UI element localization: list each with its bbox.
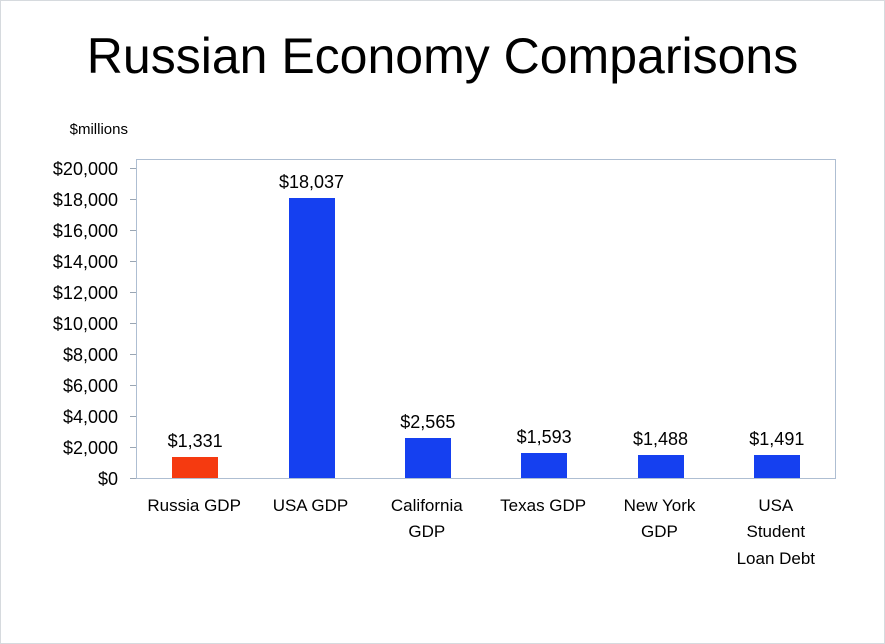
y-axis-tick-mark: [130, 323, 136, 324]
bar-usa-gdp: [288, 198, 335, 478]
y-axis-tick-label: $20,000: [52, 159, 118, 179]
y-axis-tick-label: $18,000: [52, 190, 118, 210]
y-axis-tick-label: $16,000: [52, 221, 118, 241]
y-axis: $0 $2,000 $4,000 $6,000 $8,000 $10,000 $12,000…: [1, 159, 128, 489]
bar-usa-student-loan-debt: [753, 454, 800, 478]
bar-value-label: $1,593: [516, 427, 572, 448]
y-axis-tick-mark: [130, 447, 136, 448]
x-axis: Russia GDP USA GDP California GDP Texas GDP…: [136, 493, 836, 572]
y-axis-tick-mark: [130, 354, 136, 355]
y-axis-tick-label: $2,000: [62, 438, 118, 458]
y-axis-tick-label: $14,000: [52, 252, 118, 272]
bar-value-label: $1,488: [632, 428, 689, 449]
x-axis-category-label: New York GDP: [623, 496, 696, 542]
bar-value-label: $1,491: [749, 428, 805, 449]
bar-texas-gdp: [521, 453, 568, 478]
x-axis-category-label: California GDP: [390, 496, 463, 542]
bar-california-gdp: [404, 438, 451, 478]
y-axis-tick-mark: [130, 261, 136, 262]
y-axis-tick-mark: [130, 168, 136, 169]
y-axis-tick-label: $12,000: [52, 283, 118, 303]
y-axis-tick-label: $4,000: [62, 407, 118, 427]
y-axis-tick-label: $8,000: [62, 345, 118, 365]
y-axis-units-label: $millions: [69, 121, 128, 138]
x-axis-category-label: USA Student Loan Debt: [736, 496, 816, 568]
bar-russia-gdp: [172, 457, 219, 478]
y-axis-tick-mark: [130, 199, 136, 200]
plot-area: $1,331 $18,037 $2,565 $1,593 $1,488 $1,491: [130, 159, 836, 479]
bar-value-label: $1,331: [167, 431, 223, 452]
bar-value-label: $18,037: [278, 172, 345, 193]
x-axis-category-label: Russia GDP: [147, 496, 241, 515]
y-axis-tick-label: $0: [97, 469, 118, 489]
y-axis-tick-mark: [130, 416, 136, 417]
x-axis-category-label: Texas GDP: [500, 496, 587, 515]
y-axis-tick-mark: [130, 230, 136, 231]
y-axis-tick-mark: [130, 292, 136, 293]
y-axis-tick-label: $6,000: [62, 376, 118, 396]
x-axis-category-label: USA GDP: [272, 496, 349, 515]
bar-new-york-gdp: [637, 454, 684, 478]
y-axis-tick-mark: [130, 385, 136, 386]
y-axis-tick-label: $10,000: [52, 314, 118, 334]
y-axis-tick-mark: [130, 478, 136, 479]
bar-value-label: $2,565: [400, 412, 456, 433]
chart-title: Russian Economy Comparisons: [86, 28, 799, 84]
